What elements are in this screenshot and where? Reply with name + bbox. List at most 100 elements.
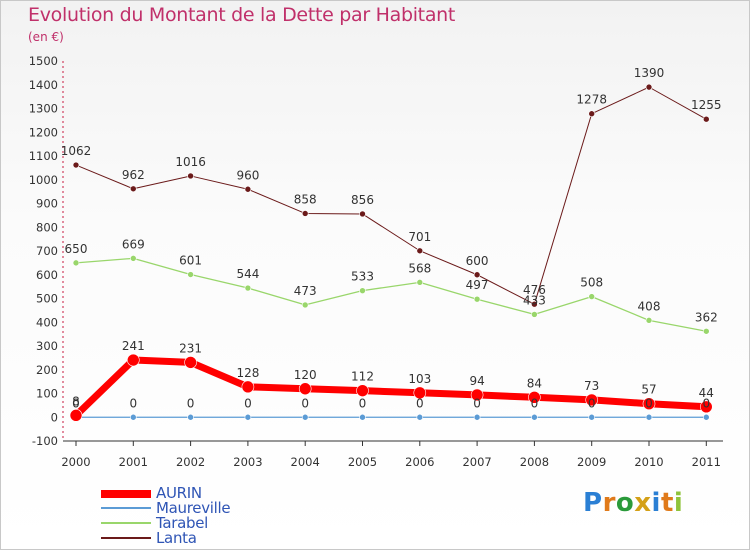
y-tick-label: 1300 — [29, 102, 58, 116]
data-label-lanta: 1390 — [634, 66, 665, 80]
data-point-maureville — [301, 413, 309, 421]
x-tick-label: 2004 — [291, 455, 320, 469]
y-tick-label: 1000 — [29, 173, 58, 187]
data-label-lanta: 476 — [523, 283, 546, 297]
y-tick-label: 1400 — [29, 78, 58, 92]
y-tick-label: 1200 — [29, 125, 58, 139]
data-point-tarabel — [301, 301, 309, 309]
data-point-lanta — [416, 247, 424, 255]
data-point-tarabel — [72, 259, 80, 267]
data-point-tarabel — [588, 293, 596, 300]
logo-letter: t — [660, 488, 674, 518]
data-point-maureville — [702, 413, 710, 421]
data-label-tarabel: 601 — [179, 254, 202, 268]
data-label-maureville: 0 — [702, 396, 710, 410]
data-label-maureville: 0 — [72, 396, 80, 410]
data-label-lanta: 1278 — [576, 93, 607, 107]
data-label-tarabel: 650 — [65, 242, 88, 256]
data-label-lanta: 856 — [351, 193, 374, 207]
x-tick-label: 2007 — [462, 455, 491, 469]
data-label-aurin: 231 — [179, 341, 202, 355]
data-point-lanta — [244, 185, 252, 193]
x-tick-label: 2006 — [405, 455, 434, 469]
x-tick-label: 2001 — [119, 455, 148, 469]
y-tick-label: 600 — [36, 268, 58, 282]
data-point-maureville — [244, 413, 252, 421]
data-label-aurin: 120 — [294, 368, 317, 382]
data-point-aurin — [127, 353, 140, 367]
data-point-tarabel — [416, 279, 424, 286]
data-point-aurin — [298, 382, 312, 396]
data-point-maureville — [473, 413, 481, 421]
chart-title: Evolution du Montant de la Dette par Hab… — [28, 4, 456, 26]
y-tick-label: 1100 — [29, 149, 58, 163]
data-point-maureville — [588, 413, 596, 421]
x-tick-label: 2005 — [348, 455, 377, 469]
series-line-lanta — [75, 86, 707, 305]
data-label-lanta: 1062 — [61, 144, 92, 158]
x-tick-label: 2010 — [634, 455, 663, 469]
data-point-aurin — [585, 393, 599, 407]
x-tick-label: 2003 — [233, 455, 262, 469]
data-point-lanta — [187, 172, 194, 180]
y-tick-label: 700 — [36, 244, 58, 258]
data-label-tarabel: 508 — [580, 276, 603, 290]
data-label-aurin: 94 — [469, 374, 484, 388]
data-label-maureville: 0 — [187, 396, 195, 410]
data-point-aurin — [356, 384, 369, 397]
logo-letter: i — [651, 488, 661, 518]
data-label-maureville: 0 — [129, 396, 137, 410]
data-point-tarabel — [473, 295, 481, 303]
x-tick-label: 2008 — [520, 455, 549, 469]
data-label-lanta: 1016 — [175, 155, 206, 169]
data-point-tarabel — [187, 271, 194, 278]
data-point-aurin — [528, 390, 541, 404]
data-label-maureville: 0 — [473, 396, 481, 410]
data-point-maureville — [130, 413, 137, 421]
y-tick-label: 800 — [36, 220, 58, 234]
data-label-lanta: 600 — [466, 254, 489, 268]
data-label-tarabel: 568 — [408, 261, 431, 275]
logo-letter: x — [634, 488, 652, 518]
legend-label-aurin: AURIN — [156, 484, 202, 502]
data-point-maureville — [416, 413, 424, 421]
data-point-aurin — [413, 386, 427, 400]
series-line-tarabel — [75, 257, 707, 332]
data-point-aurin — [642, 397, 656, 411]
data-point-lanta — [531, 300, 538, 308]
y-tick-label: 100 — [36, 387, 58, 401]
data-point-tarabel — [702, 327, 710, 335]
data-label-maureville: 0 — [416, 396, 424, 410]
data-label-aurin: 128 — [236, 366, 259, 380]
data-label-tarabel: 362 — [695, 310, 718, 324]
y-tick-label: -100 — [32, 434, 58, 448]
data-point-tarabel — [531, 311, 538, 318]
x-tick-label: 2000 — [61, 455, 90, 469]
x-tick-label: 2011 — [692, 455, 721, 469]
data-label-aurin: 73 — [584, 379, 599, 393]
data-label-tarabel: 544 — [236, 267, 259, 281]
data-label-aurin: 84 — [527, 376, 542, 390]
data-label-maureville: 0 — [359, 396, 367, 410]
data-point-aurin — [470, 388, 484, 402]
y-tick-label: 0 — [51, 410, 58, 424]
data-label-aurin: 57 — [641, 383, 656, 397]
data-point-lanta — [702, 115, 710, 123]
data-label-lanta: 858 — [294, 192, 317, 206]
data-label-maureville: 0 — [244, 396, 252, 410]
series-line-aurin — [73, 356, 707, 418]
y-tick-label: 300 — [36, 339, 58, 353]
data-point-lanta — [130, 185, 137, 193]
data-point-tarabel — [130, 255, 137, 262]
legend-swatch-maureville — [101, 507, 151, 509]
data-point-lanta — [301, 210, 309, 217]
logo-letter: P — [583, 488, 603, 518]
data-label-aurin: 103 — [408, 372, 431, 386]
data-label-tarabel: 433 — [523, 293, 546, 307]
logo-letter: o — [615, 488, 635, 518]
legend-swatch-lanta — [101, 537, 151, 539]
y-tick-label: 200 — [36, 363, 58, 377]
data-label-lanta: 960 — [236, 168, 259, 182]
data-point-lanta — [473, 271, 481, 279]
